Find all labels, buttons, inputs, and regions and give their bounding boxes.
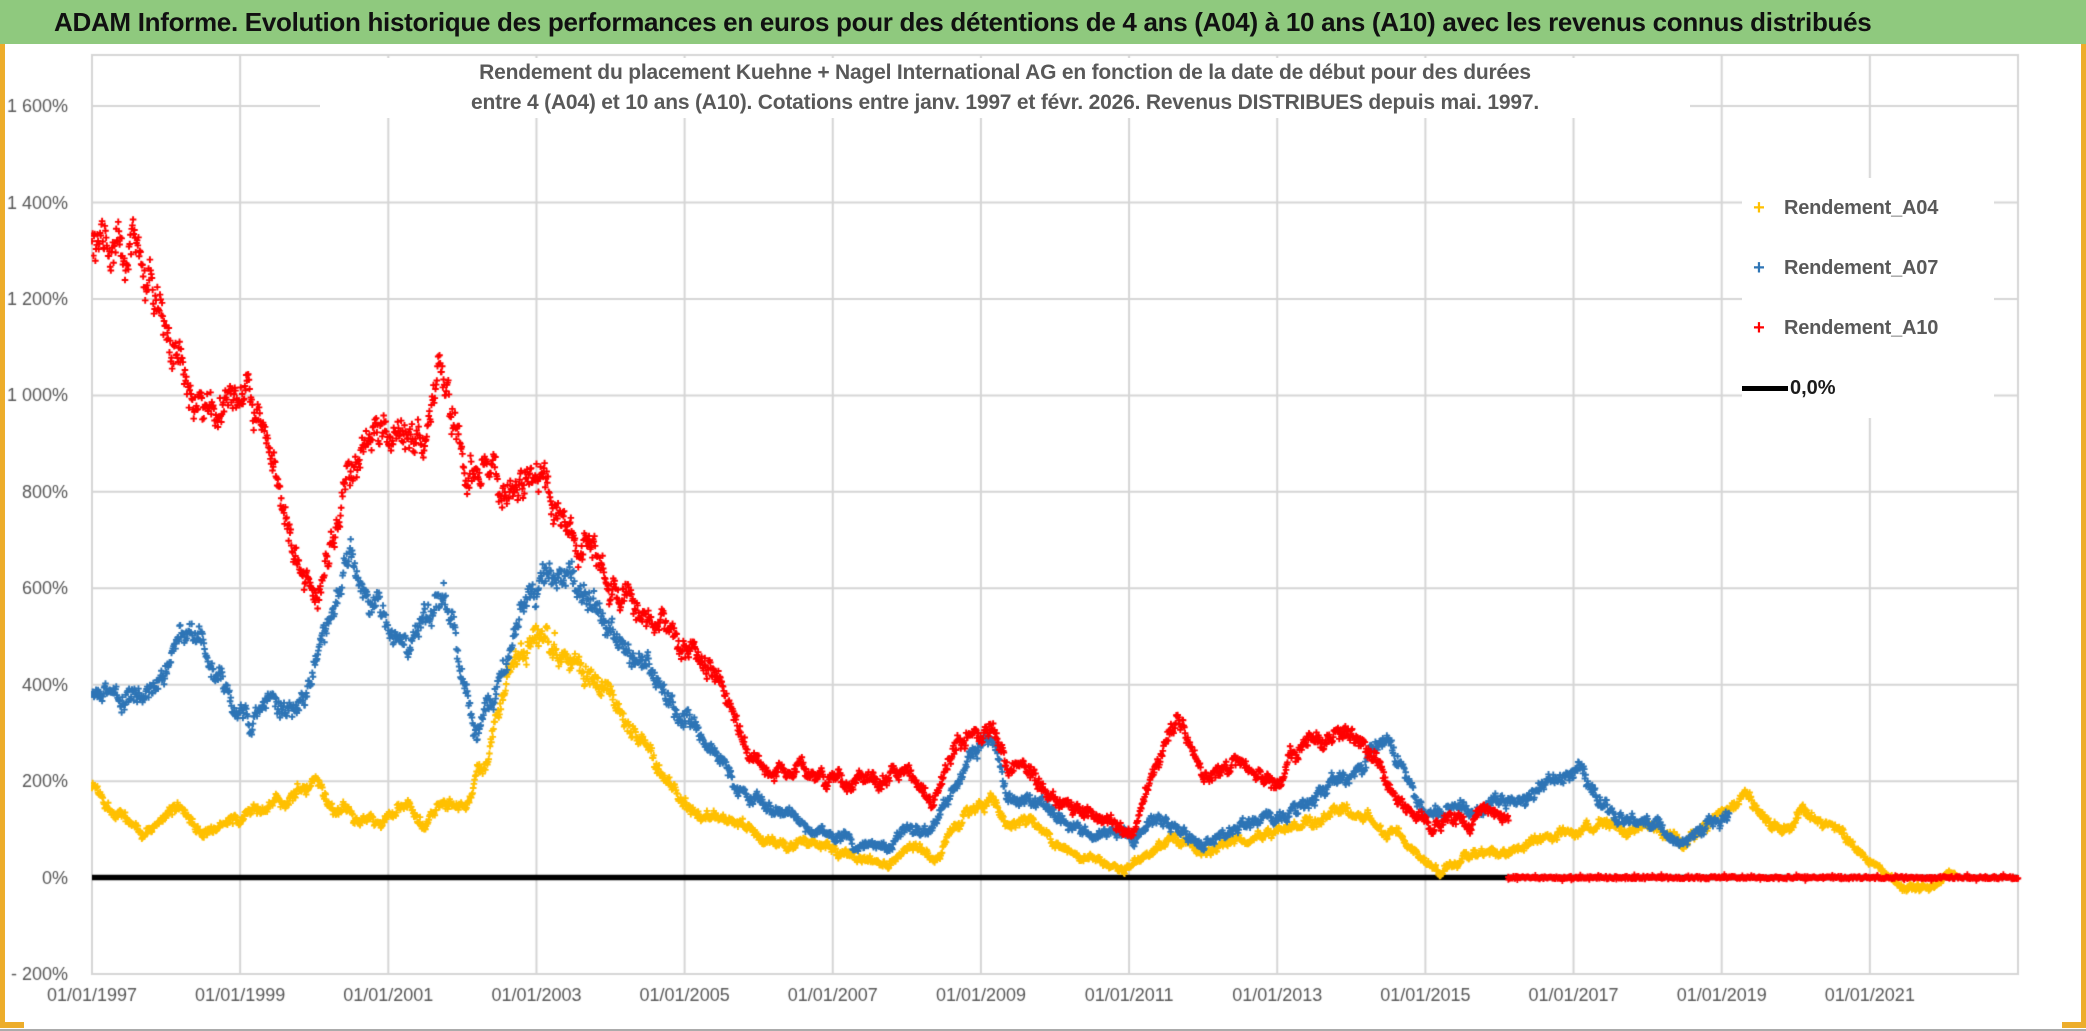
- chart-legend: + Rendement_A04 + Rendement_A07 + Rendement_A…: [1742, 178, 1994, 418]
- report-header-bar: ADAM Informe. Evolution historique des p…: [0, 0, 2086, 44]
- gold-left-border: [0, 44, 5, 1022]
- legend-label-zero-line: 0,0%: [1790, 376, 1836, 399]
- gold-corner-right: [2062, 1022, 2086, 1028]
- gold-corner-left: [0, 1022, 24, 1028]
- bottom-frame: [0, 1022, 2086, 1031]
- chart-title-line2: entre 4 (A04) et 10 ans (A10). Cotations…: [471, 91, 1539, 114]
- legend-item-a04: + Rendement_A04: [1742, 178, 1994, 238]
- legend-label-a10: Rendement_A10: [1784, 316, 1939, 339]
- legend-marker-a07: +: [1753, 256, 1765, 279]
- bottom-edge-line: [0, 1029, 2086, 1031]
- legend-marker-a04: +: [1753, 196, 1765, 219]
- legend-marker-a10: +: [1753, 316, 1765, 339]
- legend-label-a04: Rendement_A04: [1784, 196, 1939, 219]
- zero-line-swatch: [1742, 385, 1788, 391]
- legend-label-a07: Rendement_A07: [1784, 256, 1939, 279]
- chart-title-line1: Rendement du placement Kuehne + Nagel In…: [479, 61, 1531, 84]
- gold-right-border: [2081, 44, 2086, 1022]
- legend-item-zero-line: 0,0%: [1742, 358, 1994, 418]
- chart-title: Rendement du placement Kuehne + Nagel In…: [320, 58, 1690, 118]
- report-title: ADAM Informe. Evolution historique des p…: [54, 7, 1872, 37]
- legend-item-a07: + Rendement_A07: [1742, 238, 1994, 298]
- legend-item-a10: + Rendement_A10: [1742, 298, 1994, 358]
